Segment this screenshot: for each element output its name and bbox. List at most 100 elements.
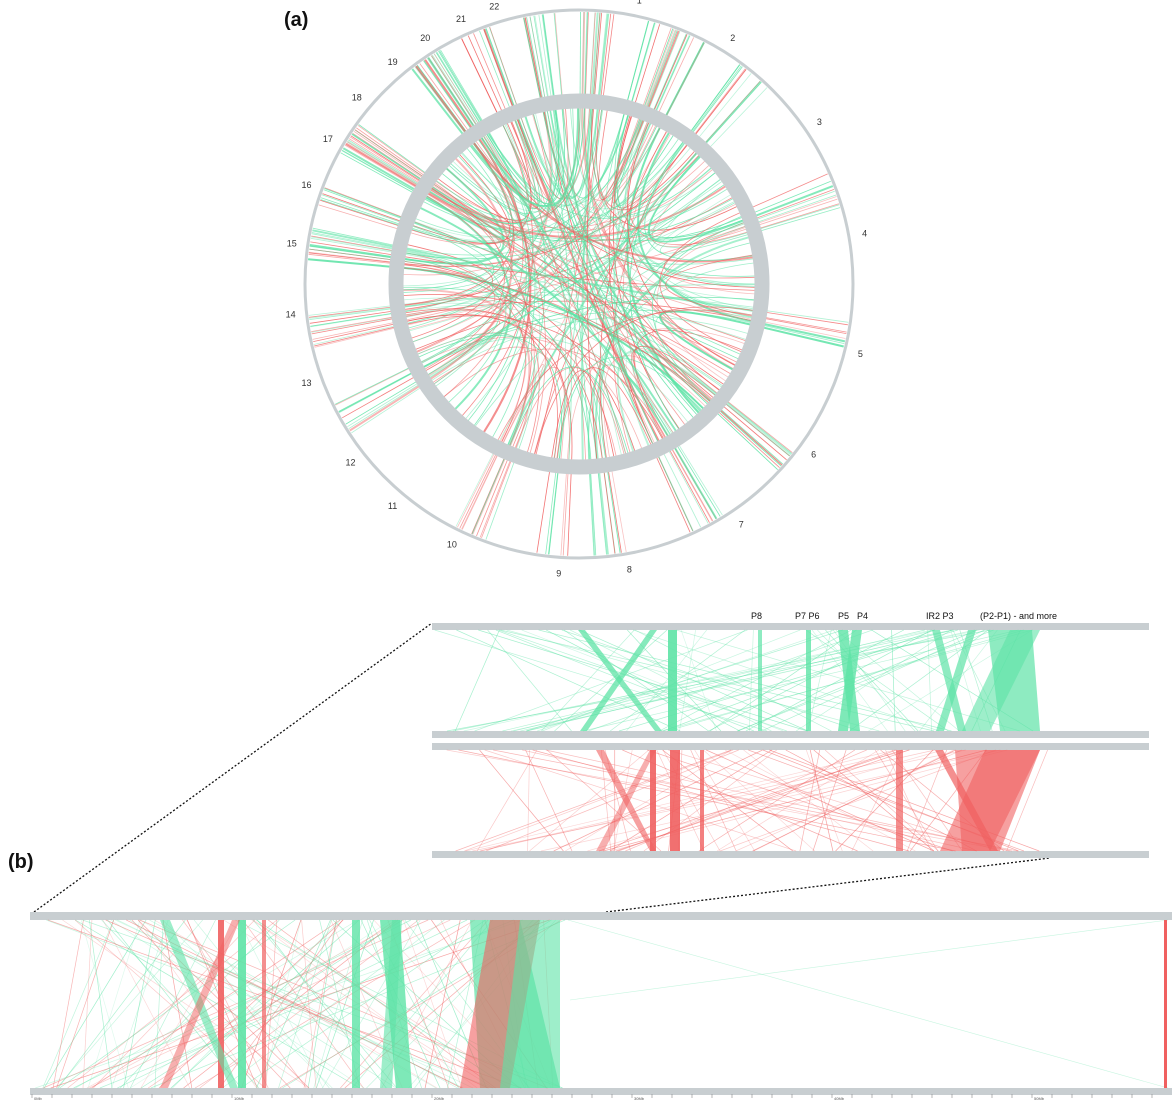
link-line xyxy=(480,749,910,852)
wide-link-line xyxy=(52,919,84,1089)
link-line xyxy=(748,629,754,732)
chord-link xyxy=(532,114,752,320)
chord-radial xyxy=(313,320,408,342)
chord-link xyxy=(403,222,495,293)
chord-radial xyxy=(534,15,551,111)
chord-radial xyxy=(596,13,610,110)
chord-radial xyxy=(709,401,782,467)
link-line xyxy=(479,749,936,852)
link-band xyxy=(838,630,862,731)
chromosome-label: 1 xyxy=(637,0,642,5)
chord-radial xyxy=(536,457,553,553)
chord-radial xyxy=(467,35,508,124)
chord-radial xyxy=(751,318,846,339)
chord-link xyxy=(405,153,698,260)
chord-link xyxy=(546,110,755,295)
green-top-bar xyxy=(432,623,1149,630)
chromosome-label: 22 xyxy=(489,2,499,12)
chord-link xyxy=(448,111,553,215)
link-line xyxy=(753,749,954,852)
chord-radial xyxy=(659,42,704,128)
chord-radial xyxy=(640,28,675,120)
chord-link xyxy=(631,348,716,438)
link-line xyxy=(761,629,985,732)
wide-link-line xyxy=(241,919,302,1089)
chord-radial xyxy=(683,65,742,143)
chord-radial xyxy=(473,33,512,122)
chord-radial xyxy=(639,28,674,119)
link-line xyxy=(529,749,650,852)
chord-radial xyxy=(416,65,475,143)
chord-link xyxy=(533,113,708,405)
chromosome-label: 3 xyxy=(817,117,822,127)
chromosome-label: 20 xyxy=(420,33,430,43)
chord-radial xyxy=(650,35,691,124)
chord-radial xyxy=(313,322,408,345)
chord-radial xyxy=(710,400,783,465)
wide-links xyxy=(35,919,1169,1089)
chord-radial xyxy=(750,320,846,343)
chord-radial xyxy=(309,309,405,324)
chord-radial xyxy=(684,66,743,144)
link-line xyxy=(927,629,932,732)
chord-radial xyxy=(560,459,568,556)
chord-radial xyxy=(424,59,481,140)
wide-link-line xyxy=(43,919,147,1089)
chord-radial xyxy=(590,12,599,109)
link-line xyxy=(785,749,977,852)
red-bottom-bar xyxy=(432,851,1149,858)
link-line xyxy=(598,749,903,852)
chord-radial xyxy=(334,361,422,405)
chord-radial xyxy=(640,29,676,120)
link-line xyxy=(824,749,939,852)
wide-link-line xyxy=(46,919,493,1089)
chord-link xyxy=(403,294,711,402)
chord-link xyxy=(414,221,739,360)
chord-link xyxy=(406,141,684,318)
chord-radial xyxy=(347,141,430,193)
chord-radial xyxy=(335,361,422,406)
chord-link xyxy=(648,335,729,402)
wide-link-line xyxy=(322,919,421,1089)
link-line xyxy=(799,749,821,852)
chord-radial xyxy=(623,20,649,114)
chord-radial xyxy=(342,147,427,198)
chord-radial xyxy=(596,458,609,555)
chord-radial xyxy=(589,459,597,556)
chord-radial xyxy=(596,13,608,109)
chord-radial xyxy=(745,194,837,227)
wide-link-line xyxy=(74,919,266,1089)
link-line xyxy=(633,629,940,732)
chord-radial xyxy=(627,22,655,116)
chord-link xyxy=(407,304,495,332)
chord-radial xyxy=(318,204,411,234)
chord-link xyxy=(520,117,716,218)
chord-radial xyxy=(533,15,551,111)
chord-link xyxy=(404,261,493,324)
chord-link xyxy=(415,320,501,371)
chord-link xyxy=(614,115,688,209)
chord-link xyxy=(550,110,625,199)
chord-link xyxy=(535,113,566,459)
link-band xyxy=(806,630,811,731)
chord-radial xyxy=(642,30,678,121)
link-line xyxy=(668,749,1000,852)
chord-link xyxy=(627,122,736,366)
link-line xyxy=(474,629,748,732)
chord-link xyxy=(644,143,753,261)
wide-link-line xyxy=(87,919,141,1089)
chord-radial xyxy=(686,69,747,146)
chord-link xyxy=(525,116,691,210)
link-line xyxy=(874,749,939,852)
chord-radial xyxy=(479,30,515,121)
chord-radial xyxy=(311,315,407,335)
chord-link xyxy=(430,108,590,223)
chord-radial xyxy=(606,457,622,553)
wide-link-line xyxy=(424,919,461,1089)
link-line xyxy=(851,749,902,852)
link-line xyxy=(724,749,916,852)
chord-radial xyxy=(485,28,519,119)
chord-radial xyxy=(309,306,405,320)
wide-link-line xyxy=(567,919,1169,1089)
link-line xyxy=(835,749,934,852)
